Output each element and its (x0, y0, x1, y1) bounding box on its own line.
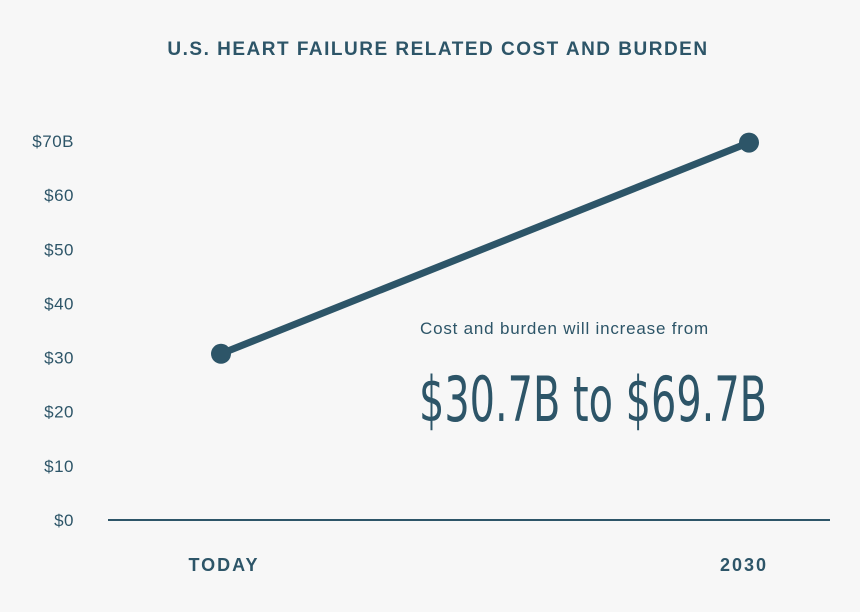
data-point (211, 343, 231, 364)
y-tick-label: $70B (32, 132, 74, 151)
annotation-highlight: $30.7B to $69.7B (419, 363, 767, 436)
y-tick-label: $20 (44, 403, 74, 422)
y-tick-label: $50 (44, 240, 74, 259)
y-tick-label: $40 (44, 294, 74, 313)
y-tick-label: $10 (44, 457, 74, 476)
y-tick-label: $30 (44, 349, 74, 368)
series-line (217, 139, 753, 358)
x-tick-label: 2030 (720, 555, 768, 575)
y-tick-label: $60 (44, 186, 74, 205)
y-tick-label: $0 (54, 511, 74, 530)
chart-title: U.S. HEART FAILURE RELATED COST AND BURD… (167, 39, 708, 60)
data-points (211, 132, 759, 364)
data-point (739, 132, 759, 153)
y-axis-ticks: $0 $10 $20 $30 $40 $50 $60 $70B (32, 132, 74, 530)
x-tick-label: TODAY (188, 555, 259, 575)
x-axis-ticks: TODAY 2030 (188, 555, 768, 575)
annotation-caption: Cost and burden will increase from (420, 319, 709, 338)
